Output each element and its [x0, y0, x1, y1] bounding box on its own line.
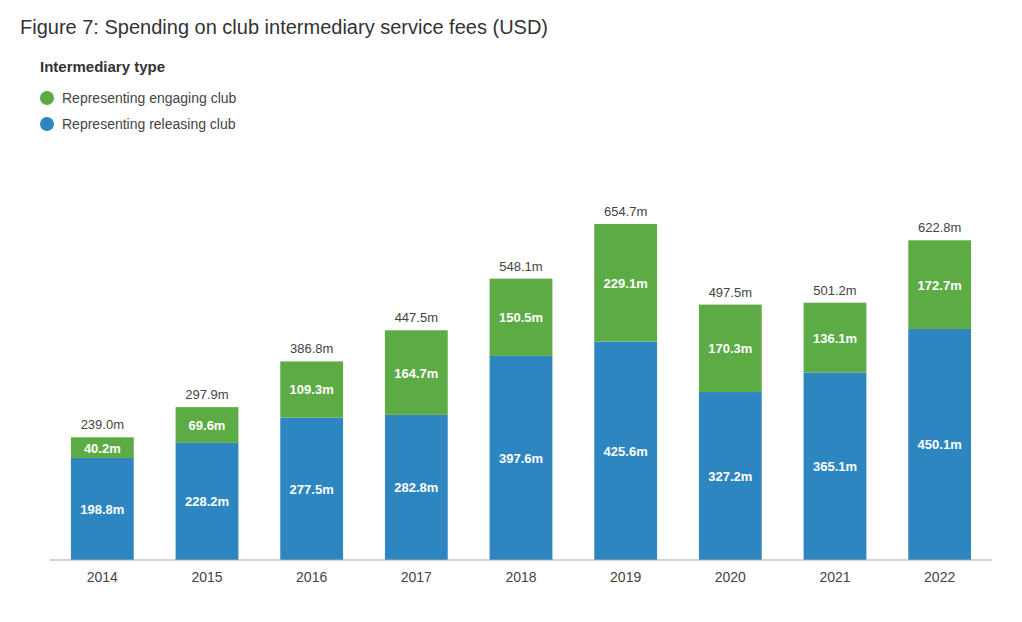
legend-swatch: [40, 117, 54, 131]
bar: [908, 329, 971, 560]
data-label: 69.6m: [189, 418, 226, 433]
data-labels: 198.8m 228.2m 277.5m 282.8m 397.6m 425.6m 327.…: [80, 276, 961, 517]
bar: [385, 330, 448, 415]
total-label: 447.5m: [395, 310, 438, 325]
bar: [594, 224, 657, 342]
total-label: 622.8m: [918, 220, 961, 235]
x-tick-label: 2019: [610, 569, 641, 585]
legend-swatch: [40, 91, 54, 105]
bar: [699, 392, 762, 560]
data-label: 170.3m: [708, 341, 752, 356]
bar: [908, 240, 971, 329]
bar: [176, 443, 239, 560]
data-label: 172.7m: [918, 278, 962, 293]
data-label: 277.5m: [290, 482, 334, 497]
bar: [71, 458, 134, 560]
x-tick-label: 2014: [87, 569, 118, 585]
data-label: 229.1m: [604, 276, 648, 291]
data-label: 150.5m: [499, 310, 543, 325]
x-tick-label: 2017: [401, 569, 432, 585]
total-label: 654.7m: [604, 204, 647, 219]
title: Figure 7: Spending on club intermediary …: [20, 16, 548, 38]
data-label: 365.1m: [813, 459, 857, 474]
total-label: 297.9m: [185, 387, 228, 402]
data-label: 425.6m: [604, 444, 648, 459]
total-label: 548.1m: [499, 259, 542, 274]
legend: Intermediary type Representing engaging c…: [40, 58, 237, 132]
bar: [699, 305, 762, 392]
bar: [280, 418, 343, 560]
total-label: 239.0m: [81, 417, 124, 432]
data-label: 450.1m: [918, 437, 962, 452]
x-tick-label: 2021: [819, 569, 850, 585]
total-label: 386.8m: [290, 341, 333, 356]
x-tick-label: 2016: [296, 569, 327, 585]
x-tick-label: 2015: [191, 569, 222, 585]
x-tick-label: 2018: [505, 569, 536, 585]
bar: [490, 356, 553, 560]
x-tick-label: 2022: [924, 569, 955, 585]
legend-title: Intermediary type: [40, 58, 165, 75]
total-label: 497.5m: [709, 285, 752, 300]
data-label: 198.8m: [80, 502, 124, 517]
bar: [804, 303, 867, 373]
bar: [804, 373, 867, 560]
legend-label: Representing releasing club: [62, 116, 236, 132]
data-label: 228.2m: [185, 494, 229, 509]
chart: Figure 7: Spending on club intermediary …: [0, 0, 1022, 622]
bar: [280, 361, 343, 417]
bar: [176, 407, 239, 443]
total-label: 501.2m: [813, 283, 856, 298]
data-label: 327.2m: [708, 469, 752, 484]
x-axis: 2014 2015 2016 2017 2018 2019 2020 2021 2022: [50, 560, 992, 585]
data-label: 164.7m: [394, 366, 438, 381]
data-label: 40.2m: [84, 441, 121, 456]
bar: [490, 279, 553, 356]
data-label: 136.1m: [813, 331, 857, 346]
bar: [71, 437, 134, 458]
bars: [71, 224, 971, 560]
x-axis-line: [50, 560, 992, 561]
data-label: 109.3m: [290, 382, 334, 397]
legend-label: Representing engaging club: [62, 90, 237, 106]
data-label: 282.8m: [394, 480, 438, 495]
totals: 239.0m 297.9m 386.8m 447.5m 548.1m 654.7m 497.…: [81, 204, 962, 432]
x-tick-label: 2020: [715, 569, 746, 585]
bar: [594, 342, 657, 560]
data-label: 397.6m: [499, 451, 543, 466]
bar: [385, 415, 448, 560]
